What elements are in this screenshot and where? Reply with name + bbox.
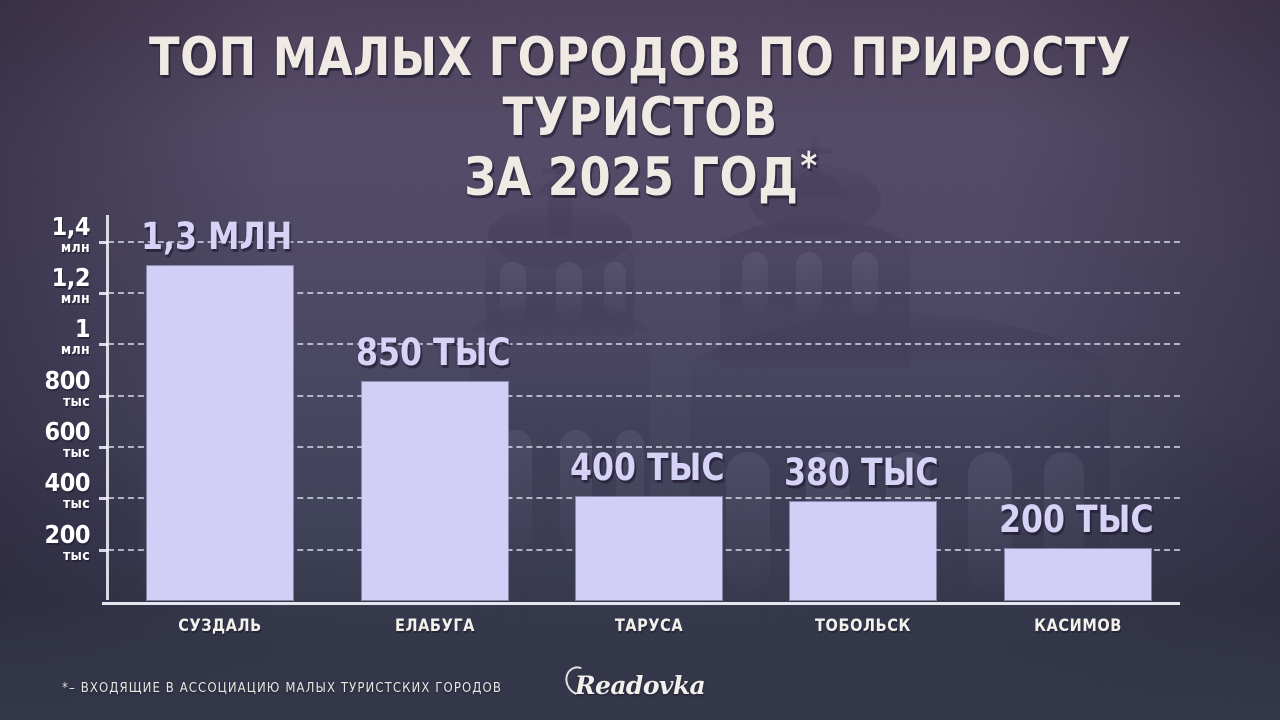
y-axis-line xyxy=(106,215,109,600)
logo-text: Readovka xyxy=(574,671,706,700)
y-axis-tick xyxy=(99,394,108,398)
bar[interactable] xyxy=(147,266,293,600)
y-axis-label-unit: млн xyxy=(60,342,90,359)
y-axis-label: 600 тыс xyxy=(20,417,91,461)
title-asterisk: * xyxy=(800,144,818,188)
bar-value-label: 380 ТЫС xyxy=(784,451,939,495)
gridline xyxy=(108,446,1180,448)
y-axis-tick xyxy=(99,343,108,347)
y-axis-label: 800 тыс xyxy=(20,365,91,410)
y-axis-label-unit: млн xyxy=(60,239,90,256)
y-axis-label-unit: тыс xyxy=(62,547,90,564)
page-title: ТОП МАЛЫХ ГОРОДОВ ПО ПРИРОСТУ ТУРИСТОВ З… xyxy=(38,28,1241,208)
gridline xyxy=(108,240,1180,243)
y-axis-label-value: 600 xyxy=(44,417,91,446)
bar-value-label: 400 ТЫС xyxy=(570,446,725,490)
bar[interactable] xyxy=(1005,548,1151,600)
y-axis-tick xyxy=(99,240,108,244)
y-axis-label-value: 400 xyxy=(44,468,91,498)
y-axis-label: 1,4 млн xyxy=(20,211,91,256)
gridline xyxy=(108,292,1180,294)
y-axis-label: 400 тыс xyxy=(20,468,91,513)
title-line-1: ТОП МАЛЫХ ГОРОДОВ ПО ПРИРОСТУ ТУРИСТОВ xyxy=(149,27,1131,148)
y-axis-label-unit: тыс xyxy=(62,445,90,461)
bar-value-label: 850 ТЫС xyxy=(356,330,511,374)
y-axis-label-value: 200 xyxy=(44,519,91,549)
gridline xyxy=(108,343,1180,346)
title-line-2: ЗА 2025 ГОД xyxy=(464,147,799,208)
x-axis-category-label: ТОБОЛЬСК xyxy=(815,616,911,636)
y-axis-label: 1 млн xyxy=(20,314,91,359)
x-axis-category-label: ЕЛАБУГА xyxy=(394,616,476,636)
y-axis-label: 1,2 млн xyxy=(20,263,91,307)
y-axis-label-value: 1,4 xyxy=(51,211,91,241)
y-axis-label-unit: тыс xyxy=(62,393,90,410)
y-axis-label-value: 800 xyxy=(44,365,91,395)
title-line-2-wrap: ЗА 2025 ГОД* xyxy=(464,144,817,208)
y-axis-label: 200 тыс xyxy=(20,519,91,564)
y-axis-label-value: 1 xyxy=(74,314,91,344)
y-axis-label-unit: тыс xyxy=(62,496,90,513)
bar[interactable] xyxy=(576,497,722,600)
logo-wordmark: Readovka xyxy=(560,661,706,701)
x-axis-category-label: ТАРУСА xyxy=(614,616,684,636)
y-axis-label-unit: млн xyxy=(60,291,90,307)
y-axis-tick xyxy=(99,446,108,449)
readovka-logo[interactable]: Readovka xyxy=(560,661,706,701)
y-axis-tick xyxy=(99,497,108,501)
bar-value-label: 1,3 МЛН xyxy=(141,215,293,259)
bar[interactable] xyxy=(362,381,508,600)
y-axis-label-value: 1,2 xyxy=(51,263,91,292)
bar[interactable] xyxy=(790,502,936,600)
x-axis-category-label: СУЗДАЛЬ xyxy=(178,616,262,636)
background-bottom-band xyxy=(0,592,1280,720)
gridline xyxy=(108,394,1180,397)
y-axis-tick xyxy=(99,548,108,552)
x-axis-category-label: КАСИМОВ xyxy=(1034,616,1122,636)
x-axis-line xyxy=(102,602,1180,605)
bar-chart: 200 тыс 400 тыс 600 тыс 800 тыс 1 млн 1,2 млн 1,4 млн… xyxy=(45,214,1180,636)
y-axis-tick xyxy=(99,292,108,295)
bar-value-label: 200 ТЫС xyxy=(999,497,1154,541)
footnote: *– ВХОДЯЩИЕ В АССОЦИАЦИЮ МАЛЫХ ТУРИСТСКИ… xyxy=(62,681,502,696)
